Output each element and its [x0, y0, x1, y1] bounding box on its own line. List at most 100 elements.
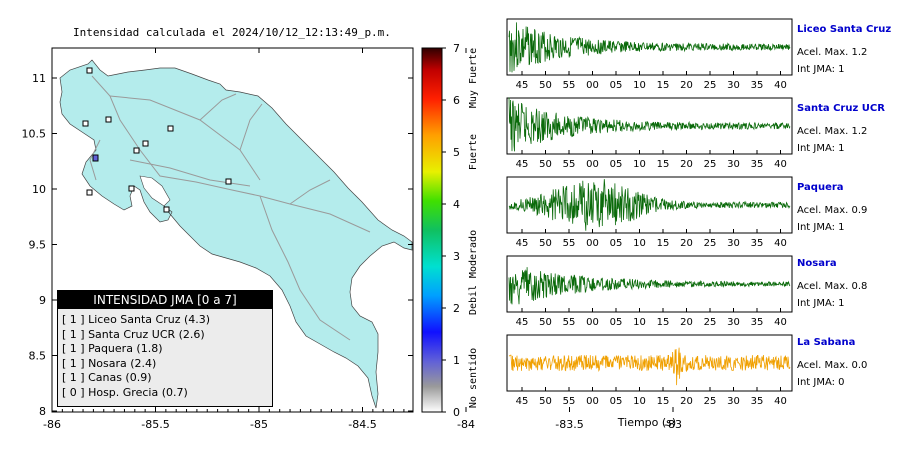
gulf-of-nicoya [139, 175, 171, 207]
time-tick-label: 20 [680, 159, 693, 170]
seismogram-line [508, 179, 791, 231]
lat-tick-label: 9.5 [29, 239, 47, 252]
station-name: Liceo Santa Cruz [797, 24, 892, 35]
station-info-4: Nosara Acel. Max. 0.8 Int JMA: 1 [797, 258, 907, 309]
lat-tick-label: 9 [39, 294, 46, 307]
station-jma: Int JMA: 0 [797, 377, 845, 388]
trace-panel: 45 50 55 00 05 10 15 20 25 30 35 40 [506, 255, 793, 328]
road-network [89, 75, 371, 341]
time-tick-label: 00 [586, 238, 599, 249]
time-tick-label: 45 [516, 238, 529, 249]
trace-frame [506, 97, 793, 155]
time-tick-label: 25 [704, 238, 717, 249]
time-tick-label: 35 [751, 238, 764, 249]
lat-tick-label: 11 [32, 72, 46, 85]
colorbar-tick-label: 3 [453, 250, 460, 263]
station-marker [92, 154, 99, 162]
time-tick-label: 45 [516, 396, 529, 407]
time-tick-label: 05 [610, 317, 623, 328]
time-tick-label: 25 [704, 396, 717, 407]
time-tick-label: 50 [539, 317, 552, 328]
time-tick-label: 05 [610, 396, 623, 407]
time-tick-label: 10 [633, 159, 646, 170]
station-jma: Int JMA: 1 [797, 222, 845, 233]
time-tick-label: 20 [680, 396, 693, 407]
station-marker [163, 206, 170, 213]
time-tick-label: 00 [586, 80, 599, 91]
time-tick-label: 30 [727, 317, 740, 328]
time-tick-label: 25 [704, 80, 717, 91]
station-name: Santa Cruz UCR [797, 103, 885, 114]
time-tick-label: 40 [774, 159, 787, 170]
station-peak-accel: Acel. Max. 0.8 [797, 281, 868, 292]
lon-tick-label: -84.5 [348, 418, 376, 431]
time-tick-label: 40 [774, 80, 787, 91]
time-tick-label: 45 [516, 80, 529, 91]
time-tick-label: 20 [680, 238, 693, 249]
time-tick-label: 30 [727, 159, 740, 170]
trace-panel: 45 50 55 00 05 10 15 20 25 30 35 40 [506, 97, 793, 170]
station-info-1: Liceo Santa Cruz Acel. Max. 1.2 Int JMA:… [797, 24, 907, 75]
colorbar-tick-label: 4 [453, 198, 460, 211]
time-tick-label: 35 [751, 159, 764, 170]
legend-item: [ 1 ] Canas (0.9) [62, 371, 152, 384]
colorbar-label-no-sentido: No sentido [468, 348, 479, 408]
station-marker [105, 116, 112, 123]
costa-rica-land [59, 59, 413, 409]
time-tick-label: 55 [563, 396, 576, 407]
time-tick-label: 40 [774, 317, 787, 328]
station-jma: Int JMA: 1 [797, 298, 845, 309]
time-tick-label: 15 [657, 159, 670, 170]
time-tick-label: 35 [751, 317, 764, 328]
station-jma: Int JMA: 1 [797, 143, 845, 154]
time-tick-label: 35 [751, 80, 764, 91]
time-tick-label: 55 [563, 317, 576, 328]
trace-panel: 45 50 55 00 05 10 15 20 25 30 35 40 [506, 18, 793, 91]
time-tick-label: 05 [610, 238, 623, 249]
time-tick-label: 50 [539, 238, 552, 249]
time-tick-label: 30 [727, 396, 740, 407]
time-tick-label: 50 [539, 80, 552, 91]
colorbar-label-moderado: Moderado [468, 230, 479, 278]
station-name: Nosara [797, 258, 837, 269]
station-info-3: Paquera Acel. Max. 0.9 Int JMA: 1 [797, 182, 907, 233]
time-tick-label: 55 [563, 159, 576, 170]
colorbar-label-fuerte: Fuerte [468, 134, 479, 170]
lon-tick-label: -85.5 [141, 418, 169, 431]
time-tick-label: 05 [610, 159, 623, 170]
station-info-5: La Sabana Acel. Max. 0.0 Int JMA: 0 [797, 337, 907, 388]
seismogram-line [508, 97, 791, 152]
trace-panel: 45 50 55 00 05 10 15 20 25 30 35 40 [506, 334, 793, 407]
colorbar-tick-label: 6 [453, 94, 460, 107]
colorbar-tick-label: 1 [453, 354, 460, 367]
time-tick-label: 55 [563, 238, 576, 249]
colorbar-tick-label: 5 [453, 146, 460, 159]
colorbar-ticks: 7 6 5 4 3 2 1 0 [442, 42, 460, 419]
time-tick-label: 10 [633, 317, 646, 328]
lon-tick-label: -85 [250, 418, 268, 431]
seismogram-traces: 45 50 55 00 05 10 15 20 25 30 35 40 45 50 55 00 05 10 15 20… [506, 18, 793, 407]
time-tick-label: 10 [633, 80, 646, 91]
station-name: Paquera [797, 182, 844, 193]
legend-item: [ 1 ] Paquera (1.8) [62, 342, 163, 355]
time-tick-label: 50 [539, 396, 552, 407]
time-tick-label: 10 [633, 238, 646, 249]
seismogram-line [508, 347, 791, 386]
station-marker [82, 120, 89, 127]
station-peak-accel: Acel. Max. 1.2 [797, 126, 868, 137]
legend-header: INTENSIDAD JMA [0 a 7] [58, 291, 272, 309]
station-marker [128, 185, 135, 192]
lon-tick-label: -83.5 [555, 418, 583, 431]
time-tick-label: 00 [586, 396, 599, 407]
colorbar-label-muy-fuerte: Muy Fuerte [468, 48, 479, 108]
legend-item: [ 1 ] Nosara (2.4) [62, 356, 157, 370]
station-peak-accel: Acel. Max. 1.2 [797, 47, 868, 58]
colorbar-tick-label: 0 [453, 406, 460, 419]
time-tick-label: 00 [586, 317, 599, 328]
time-tick-label: 45 [516, 159, 529, 170]
time-tick-label: 15 [657, 80, 670, 91]
trace-panel: 45 50 55 00 05 10 15 20 25 30 35 40 [506, 176, 793, 249]
time-tick-label: 05 [610, 80, 623, 91]
time-tick-label: 15 [657, 238, 670, 249]
